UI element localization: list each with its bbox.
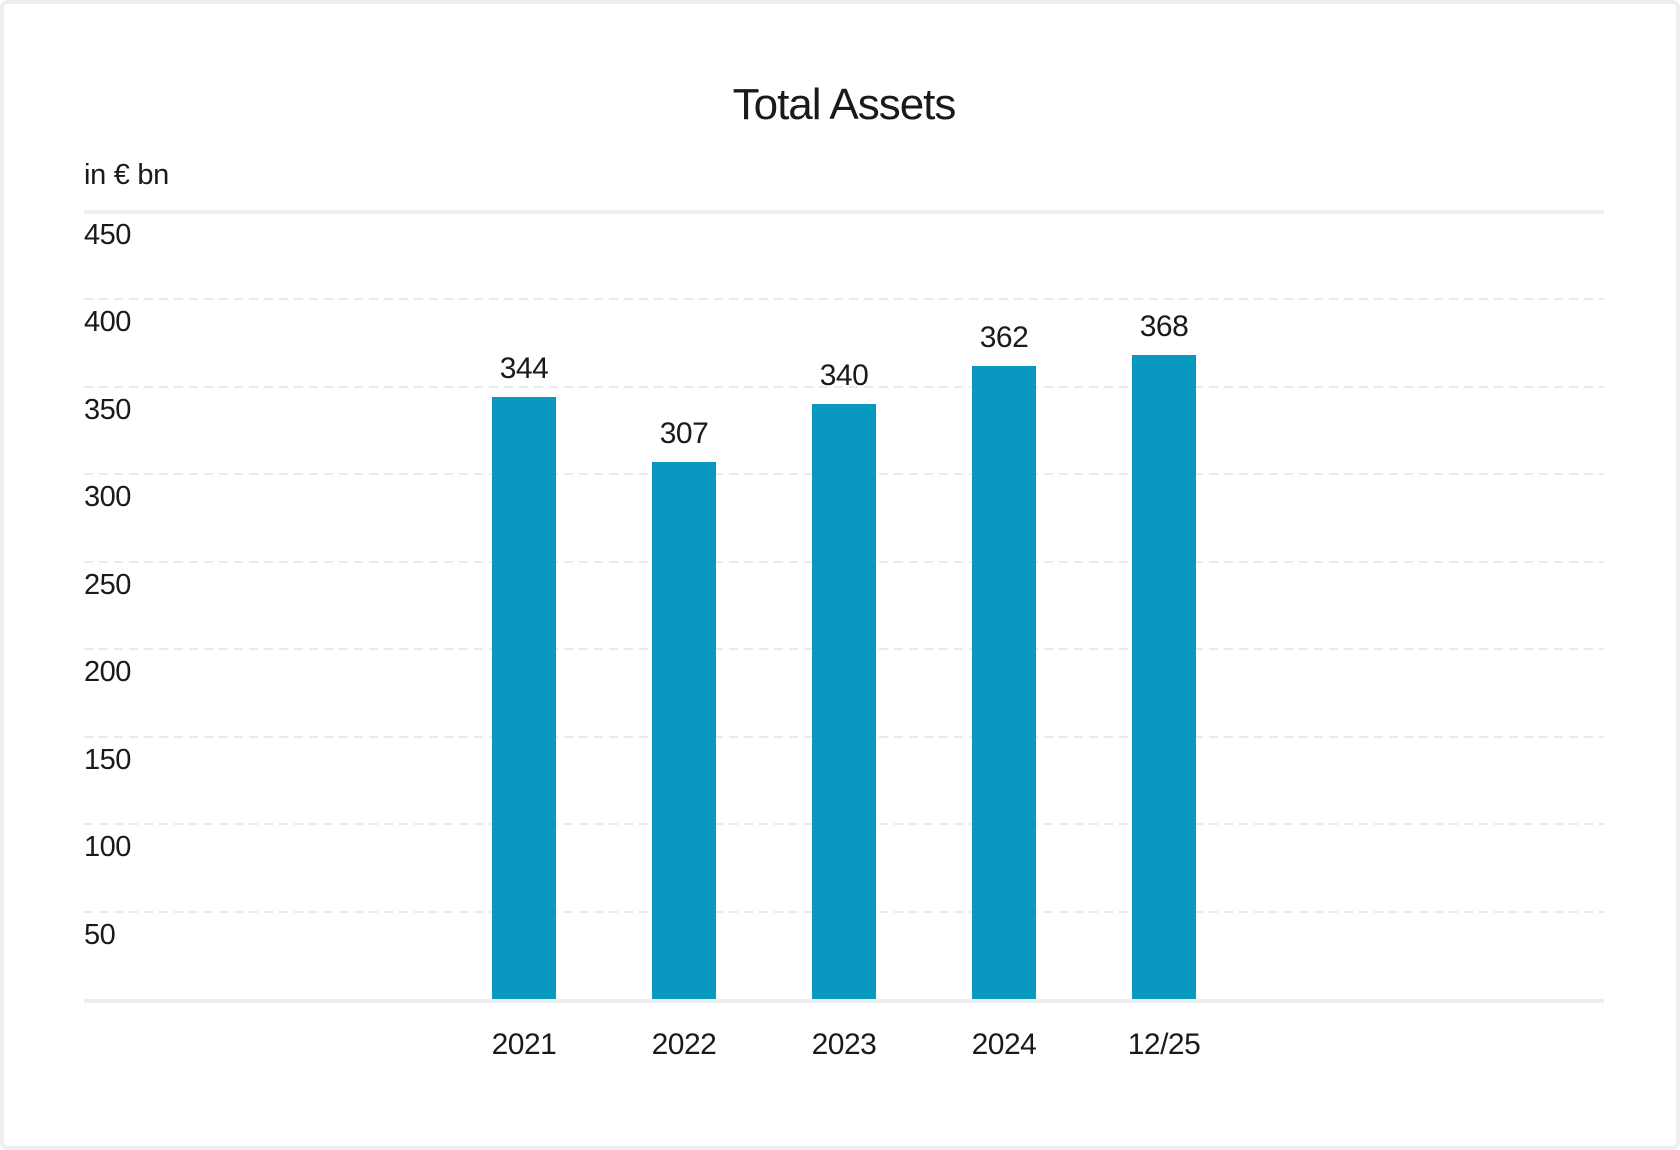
bar-value-label: 362 (979, 320, 1029, 354)
bar-value-label: 344 (499, 352, 549, 385)
y-axis-tick-label: 300 (84, 481, 131, 513)
unit-label: in € bn (84, 159, 169, 191)
bar-2021 (492, 397, 556, 999)
bar-2023 (812, 404, 876, 999)
bar-value-label: 307 (659, 416, 709, 450)
bar-value-label: 340 (819, 359, 869, 392)
x-axis-tick-label: 12/25 (1127, 1028, 1201, 1061)
bar-2024 (972, 365, 1036, 999)
y-axis-tick-label: 150 (84, 743, 131, 776)
gridline (84, 385, 1604, 388)
y-axis-tick-label: 200 (84, 656, 131, 688)
y-axis-tick-label: 50 (84, 918, 116, 951)
y-axis-tick-label: 250 (84, 568, 131, 601)
gridline (84, 298, 1604, 300)
x-axis-tick-label: 2024 (971, 1028, 1037, 1061)
x-axis-tick-label: 2022 (651, 1028, 717, 1061)
y-axis-tick-label: 400 (84, 306, 131, 338)
x-axis-tick-label: 2023 (811, 1028, 877, 1061)
y-axis-tick-label: 450 (84, 218, 131, 251)
bar-12/25 (1132, 355, 1196, 999)
bar-value-label: 368 (1139, 310, 1189, 343)
gridline (84, 209, 1604, 214)
y-axis-tick-label: 100 (84, 831, 131, 863)
chart-title: Total Assets (732, 80, 957, 129)
x-axis-tick-label: 2021 (491, 1028, 557, 1061)
y-axis-tick-label: 350 (84, 393, 131, 426)
bar-2022 (652, 461, 716, 999)
x-axis-baseline (84, 999, 1604, 1003)
